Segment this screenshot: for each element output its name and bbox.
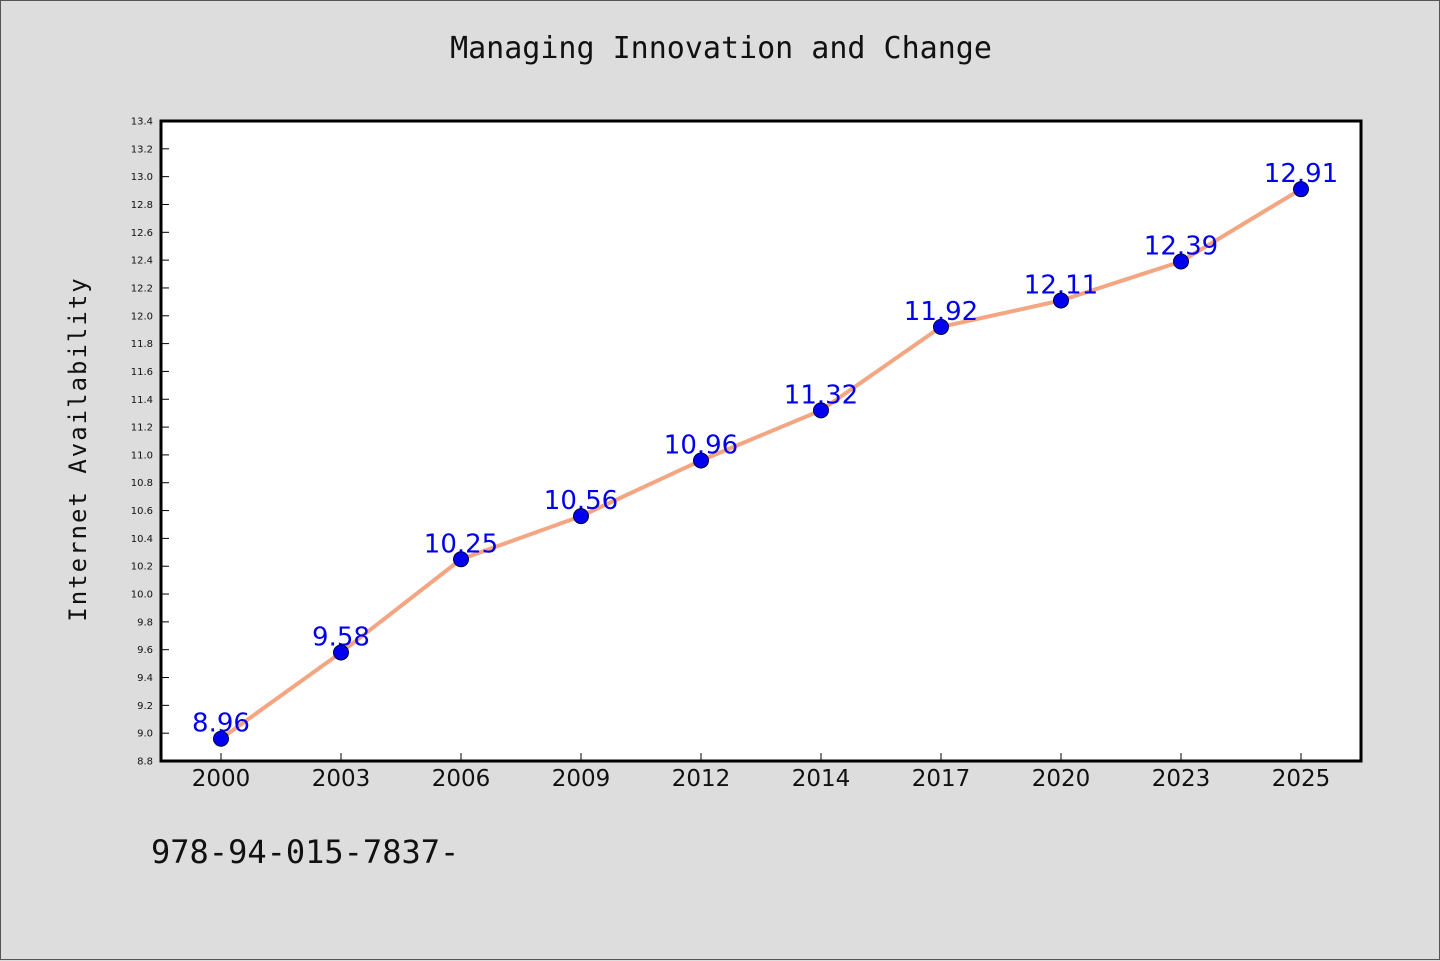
footer-code: 978-94-015-7837-	[151, 833, 460, 871]
data-point	[573, 508, 589, 525]
y-tick-label: 12.0	[131, 311, 153, 322]
y-tick-label: 10.0	[131, 590, 153, 601]
x-tick-label: 2003	[312, 766, 371, 792]
y-tick-label: 11.2	[131, 423, 153, 434]
x-tick-label: 2020	[1032, 766, 1091, 792]
y-tick-label: 10.6	[131, 506, 153, 517]
y-tick-label: 12.6	[131, 228, 153, 239]
y-axis-label: Internet Availability	[64, 276, 92, 621]
series-line	[219, 187, 1303, 741]
data-point	[453, 551, 469, 568]
data-point	[813, 402, 829, 419]
x-tick-label: 2000	[192, 766, 251, 792]
y-tick-label: 11.0	[131, 450, 153, 461]
x-tick-label: 2014	[792, 766, 851, 792]
y-tick-label: 9.6	[137, 645, 153, 656]
y-tick-label: 11.6	[131, 367, 153, 378]
y-tick-label: 12.4	[131, 256, 153, 267]
y-tick-label: 10.2	[131, 562, 153, 573]
y-tick-label: 9.8	[137, 617, 153, 628]
y-tick-label: 12.8	[131, 200, 153, 211]
y-tick-label: 10.8	[131, 478, 153, 489]
chart-title: Managing Innovation and Change	[450, 31, 992, 66]
data-point	[933, 318, 949, 335]
y-tick-label: 9.2	[137, 701, 153, 712]
data-point	[333, 644, 349, 661]
x-tick-label: 2025	[1272, 766, 1331, 792]
y-tick-label: 9.0	[137, 729, 153, 740]
y-tick-label: 8.8	[137, 757, 153, 768]
y-tick-label: 9.4	[137, 673, 153, 684]
x-tick-label: 2017	[912, 766, 971, 792]
y-tick-label: 13.4	[131, 117, 153, 128]
plot-area	[159, 119, 1363, 763]
data-point	[693, 452, 709, 469]
y-tick-label: 11.4	[131, 395, 153, 406]
x-tick-label: 2023	[1152, 766, 1211, 792]
y-tick-label: 13.2	[131, 144, 153, 155]
x-tick-label: 2006	[432, 766, 491, 792]
data-point	[1053, 292, 1069, 309]
data-point	[213, 730, 229, 747]
x-tick-label: 2012	[672, 766, 731, 792]
y-tick-label: 11.8	[131, 339, 153, 350]
y-tick-label: 10.4	[131, 534, 153, 545]
x-tick-label: 2009	[552, 766, 611, 792]
data-point	[1293, 181, 1309, 198]
y-tick-label: 13.0	[131, 172, 153, 183]
data-point	[1173, 253, 1189, 270]
y-tick-label: 12.2	[131, 283, 153, 294]
